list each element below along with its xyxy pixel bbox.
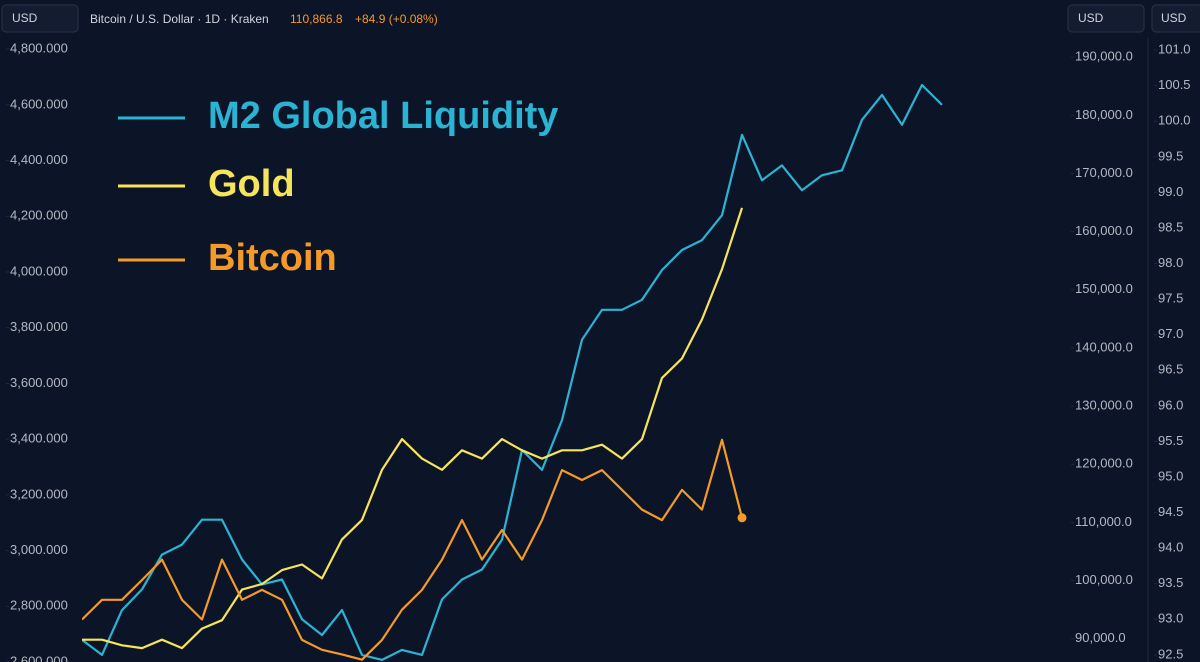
last-price-dot (737, 513, 747, 523)
y3-tick-label: 93.0 (1158, 611, 1183, 626)
y-tick-label: 4,800.000 (10, 41, 68, 56)
y3-tick-label: 100.0 (1158, 113, 1191, 128)
y-tick-label: 2,600.000 (10, 653, 68, 662)
y3-tick-label: 92.5 (1158, 646, 1183, 661)
currency-label: USD (12, 11, 38, 25)
currency-box (1067, 4, 1145, 33)
y-tick-label: 4,000.000 (10, 263, 68, 278)
legend-label: Gold (208, 163, 295, 205)
y-tick-label: 4,400.000 (10, 152, 68, 167)
series-line (82, 207, 744, 650)
chart-title: Bitcoin / U.S. Dollar · 1D · Kraken (90, 12, 269, 26)
plot-area (82, 83, 943, 661)
y3-tick-label: 93.5 (1158, 575, 1183, 590)
y3-tick-label: 96.5 (1158, 362, 1183, 377)
y2-tick-label: 120,000.0 (1075, 456, 1133, 471)
y2-tick-label: 150,000.0 (1075, 281, 1133, 296)
currency-box (1, 4, 79, 33)
y2-tick-label: 140,000.0 (1075, 339, 1133, 354)
y3-tick-label: 99.5 (1158, 148, 1183, 163)
y3-tick-label: 96.0 (1158, 397, 1183, 412)
y2-tick-label: 100,000.0 (1075, 572, 1133, 587)
y-tick-label: 3,800.000 (10, 319, 68, 334)
price-change: +84.9 (+0.08%) (355, 12, 438, 26)
price: 110,866.8 (290, 12, 343, 26)
y2-tick-label: 130,000.0 (1075, 398, 1133, 413)
series-line (82, 438, 744, 661)
y3-tick-label: 98.0 (1158, 255, 1183, 270)
y2-tick-label: 170,000.0 (1075, 165, 1133, 180)
y2-tick-label: 110,000.0 (1075, 514, 1132, 529)
y3-tick-label: 94.5 (1158, 504, 1183, 519)
y3-tick-label: 95.0 (1158, 468, 1183, 483)
y-tick-label: 3,200.000 (10, 486, 68, 501)
y3-tick-label: 100.5 (1158, 77, 1191, 92)
y2-tick-label: 180,000.0 (1075, 107, 1133, 122)
y3-tick-label: 98.5 (1158, 219, 1183, 234)
y3-tick-label: 95.5 (1158, 433, 1183, 448)
y3-tick-label: 94.0 (1158, 540, 1183, 555)
y-tick-label: 4,600.000 (10, 96, 68, 111)
y-tick-label: 3,000.000 (10, 542, 68, 557)
y2-tick-label: 160,000.0 (1075, 223, 1133, 238)
y-tick-label: 2,800.000 (10, 598, 68, 613)
y-tick-label: 3,600.000 (10, 375, 68, 390)
legend-label: M2 Global Liquidity (208, 95, 558, 137)
legend-label: Bitcoin (208, 237, 337, 279)
y-tick-label: 4,200.000 (10, 208, 68, 223)
y3-tick-label: 97.0 (1158, 326, 1183, 341)
y2-tick-label: 190,000.0 (1075, 49, 1133, 64)
currency-label: USD (1161, 11, 1187, 25)
y2-tick-label: 90,000.0 (1075, 630, 1126, 645)
y3-tick-label: 97.5 (1158, 291, 1183, 306)
currency-box (1151, 4, 1200, 33)
y3-tick-label: 99.0 (1158, 184, 1183, 199)
y-tick-label: 3,400.000 (10, 431, 68, 446)
currency-label: USD (1078, 11, 1104, 25)
y3-tick-label: 101.0 (1158, 42, 1191, 57)
series-line (82, 83, 943, 661)
